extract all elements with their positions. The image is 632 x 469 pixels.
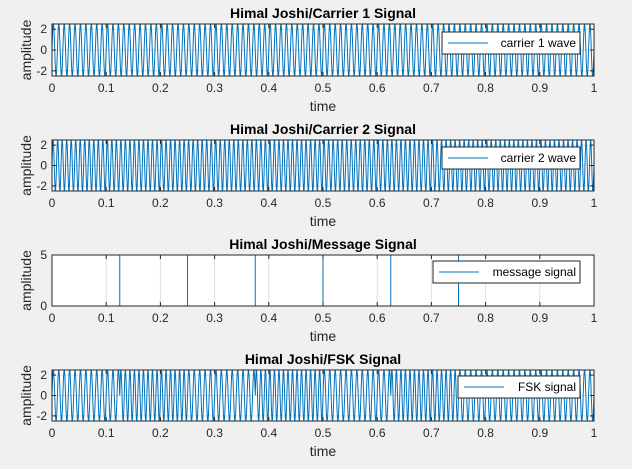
x-axis-label: time — [310, 443, 337, 459]
x-tick-label: 0.4 — [260, 81, 277, 95]
y-tick-label: -2 — [36, 409, 47, 423]
x-tick-label: 0.9 — [531, 196, 548, 210]
x-tick-label: 0.2 — [152, 196, 169, 210]
chart-title: Himal Joshi/Carrier 1 Signal — [230, 5, 416, 21]
x-tick-label: 0.6 — [369, 196, 386, 210]
x-tick-label: 0.2 — [152, 81, 169, 95]
y-axis-label: amplitude — [18, 19, 34, 80]
x-tick-label: 0.3 — [206, 426, 223, 440]
y-axis-label: amplitude — [18, 250, 34, 311]
legend-label: message signal — [493, 265, 576, 279]
x-tick-label: 1 — [591, 311, 598, 325]
x-tick-label: 0.7 — [423, 311, 440, 325]
x-tick-label: 0.8 — [477, 81, 494, 95]
x-tick-label: 0.3 — [206, 81, 223, 95]
y-tick-label: 2 — [40, 368, 47, 382]
y-tick-label: 2 — [40, 22, 47, 36]
x-tick-label: 0.6 — [369, 426, 386, 440]
legend: FSK signal — [457, 375, 581, 399]
legend-label: carrier 1 wave — [501, 36, 577, 50]
x-tick-label: 1 — [591, 81, 598, 95]
x-tick-label: 0.2 — [152, 426, 169, 440]
chart-title: Himal Joshi/Message Signal — [229, 236, 417, 252]
x-tick-label: 0 — [49, 311, 56, 325]
y-tick-label: 0 — [40, 299, 47, 313]
x-tick-label: 0.4 — [260, 196, 277, 210]
x-tick-label: 0.7 — [423, 81, 440, 95]
x-tick-label: 0.1 — [98, 311, 115, 325]
x-tick-label: 0.8 — [477, 311, 494, 325]
chart-title: Himal Joshi/Carrier 2 Signal — [230, 121, 416, 137]
legend-box — [441, 31, 581, 55]
y-tick-label: -2 — [36, 179, 47, 193]
x-tick-label: 1 — [591, 196, 598, 210]
series-line — [52, 24, 594, 76]
x-tick-label: 0.5 — [315, 426, 332, 440]
x-axis-label: time — [310, 328, 337, 344]
x-tick-label: 0.1 — [98, 81, 115, 95]
x-axis-label: time — [310, 98, 337, 114]
x-axis-label: time — [310, 213, 337, 229]
x-tick-label: 0.9 — [531, 311, 548, 325]
legend-box — [441, 146, 581, 170]
x-tick-label: 0 — [49, 426, 56, 440]
x-tick-label: 0.2 — [152, 311, 169, 325]
x-tick-label: 0.4 — [260, 311, 277, 325]
x-tick-label: 0.5 — [315, 81, 332, 95]
legend: message signal — [432, 260, 581, 284]
x-tick-label: 0 — [49, 196, 56, 210]
x-tick-label: 0.8 — [477, 426, 494, 440]
legend-label: carrier 2 wave — [501, 151, 577, 165]
y-tick-label: 2 — [40, 138, 47, 152]
x-tick-label: 0.7 — [423, 426, 440, 440]
series-line — [52, 370, 594, 421]
legend-box — [457, 375, 581, 399]
legend-label: FSK signal — [518, 380, 576, 394]
x-tick-label: 0 — [49, 81, 56, 95]
legend: carrier 1 wave — [441, 31, 581, 55]
x-tick-label: 0.4 — [260, 426, 277, 440]
x-tick-label: 0.9 — [531, 81, 548, 95]
x-tick-label: 0.1 — [98, 196, 115, 210]
x-tick-label: 0.8 — [477, 196, 494, 210]
y-tick-label: -2 — [36, 64, 47, 78]
x-tick-label: 0.5 — [315, 196, 332, 210]
y-tick-label: 0 — [40, 159, 47, 173]
subplot-3: 0 0.1 0.2 0.3 0.4 0.5 0.6 0.7 0.8 0.9 1 0 5 Himal Jos… — [18, 236, 598, 344]
legend: carrier 2 wave — [441, 146, 581, 170]
y-tick-label: 0 — [40, 389, 47, 403]
x-tick-label: 0.1 — [98, 426, 115, 440]
x-tick-label: 0.9 — [531, 426, 548, 440]
y-tick-label: 0 — [40, 43, 47, 57]
x-tick-label: 0.5 — [315, 311, 332, 325]
x-tick-label: 0.6 — [369, 81, 386, 95]
legend-box — [432, 260, 581, 284]
x-tick-label: 0.3 — [206, 196, 223, 210]
x-tick-label: 0.6 — [369, 311, 386, 325]
y-axis-label: amplitude — [18, 135, 34, 196]
y-tick-label: 5 — [40, 248, 47, 262]
x-tick-label: 1 — [591, 426, 598, 440]
chart-title: Himal Joshi/FSK Signal — [245, 351, 401, 367]
x-tick-label: 0.7 — [423, 196, 440, 210]
x-tick-label: 0.3 — [206, 311, 223, 325]
y-axis-label: amplitude — [18, 365, 34, 426]
